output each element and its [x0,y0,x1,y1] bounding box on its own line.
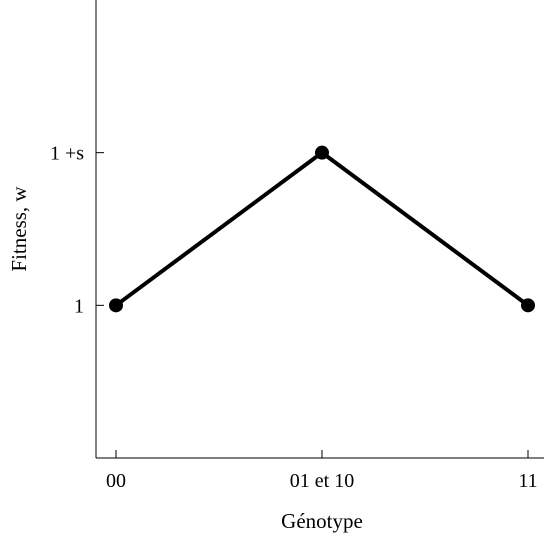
x-tick-label: 11 [518,470,537,492]
x-tick-label: 00 [106,470,126,492]
x-ticks: 00 01 et 10 11 [106,450,538,492]
y-tick-label: 1 [74,295,84,317]
x-axis-title: Génotype [281,509,363,533]
data-point [315,145,329,160]
data-point [521,298,535,313]
plot-frame [95,0,544,459]
series-line [114,150,530,308]
y-tick-label: 1 +s [50,143,84,165]
y-axis-title: Fitness, w [7,186,31,272]
y-ticks: 1 1 +s [50,143,104,317]
data-point [109,298,123,313]
series-layer [109,145,535,313]
x-tick-label: 01 et 10 [290,470,354,492]
